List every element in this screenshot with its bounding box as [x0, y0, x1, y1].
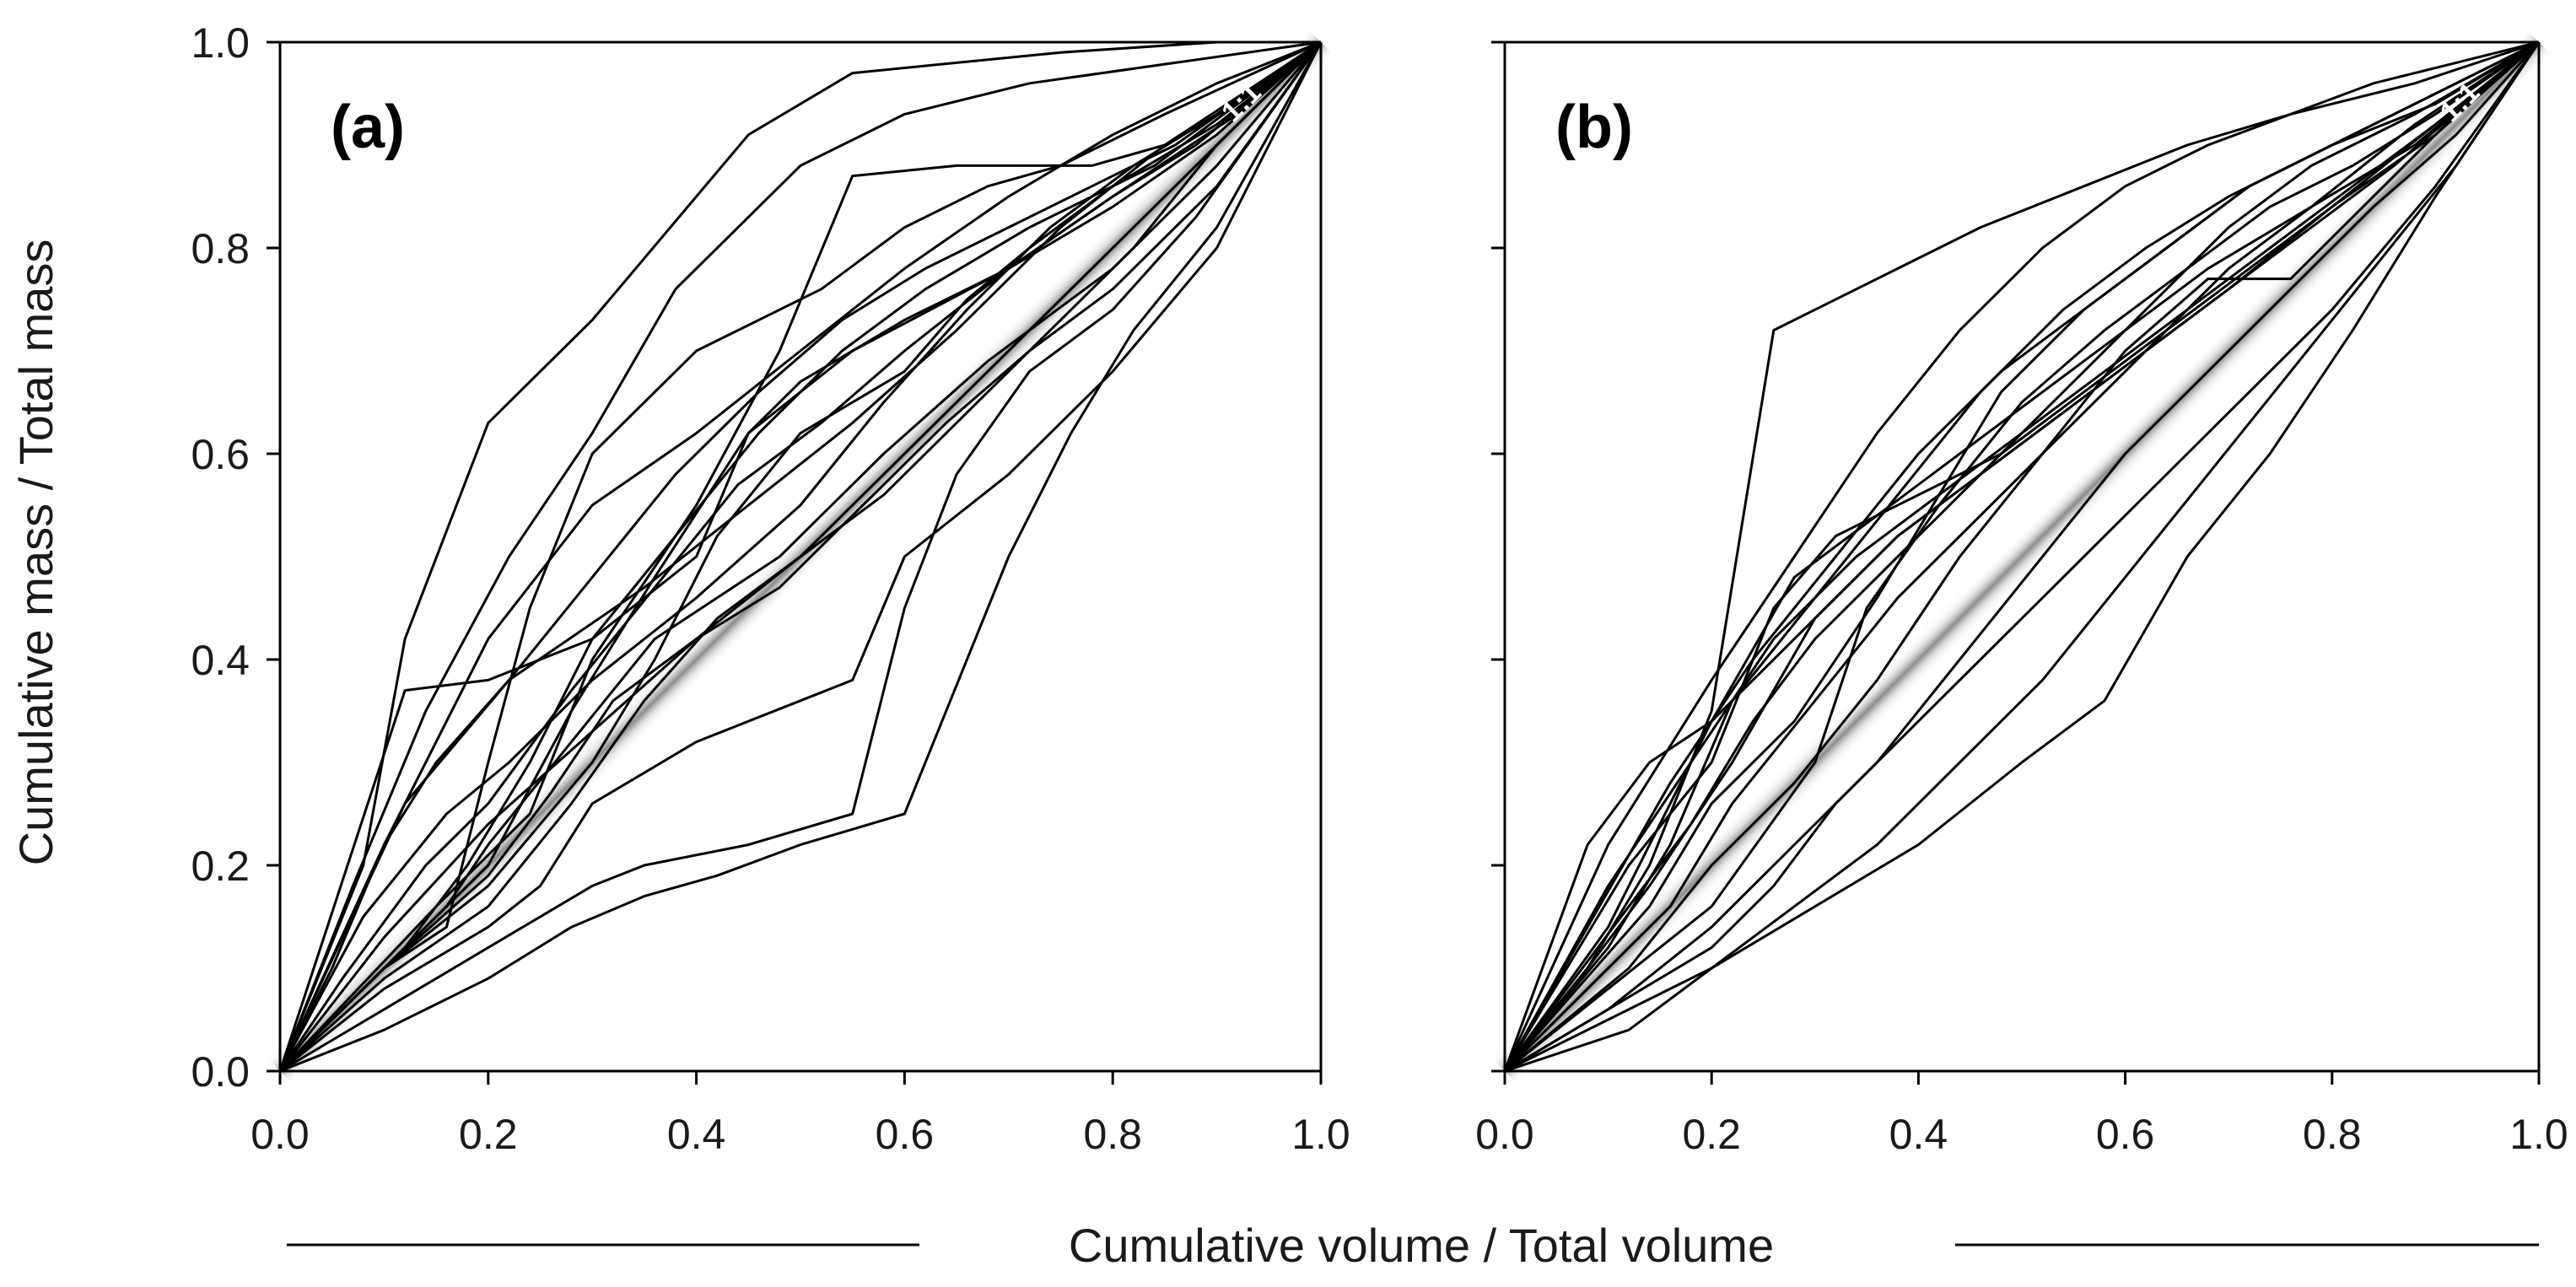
panel-b: 0.0 0.2 0.4 0.6 0.8 1.0 (b) 1:1 — [1475, 29, 2568, 1158]
curves-b — [1503, 40, 2541, 1073]
series-line-a16 — [278, 40, 1322, 1073]
y-tick-label: 1.0 — [191, 19, 250, 67]
axes-frame-a — [278, 40, 1323, 1073]
series-line-a11 — [279, 41, 1323, 1073]
series-line-a13 — [279, 41, 1323, 1073]
series-line-b16 — [1504, 41, 2541, 1073]
series-line-b17 — [1503, 40, 2540, 1072]
series-line-a20 — [278, 40, 1322, 1072]
x-tick-label: 0.0 — [1475, 1111, 1534, 1158]
panel-a: 0.0 0.2 0.4 0.6 0.8 1.0 0.0 0.2 0.4 0.6 0.8 1.0 (a)… — [191, 19, 1350, 1158]
x-tick-label: 0.8 — [1083, 1111, 1142, 1158]
x-tick-label: 0.2 — [459, 1111, 518, 1158]
series-line-b13 — [1504, 41, 2541, 1073]
series-line-b4 — [1504, 40, 2540, 1073]
series-line-b15 — [1503, 40, 2540, 1072]
series-line-a18 — [278, 40, 1322, 1072]
x-tick-label: 0.8 — [2303, 1111, 2362, 1158]
ticks-b: 0.0 0.2 0.4 0.6 0.8 1.0 — [1475, 40, 2568, 1158]
x-tick-label: 0.4 — [667, 1111, 726, 1158]
x-tick-label: 0.2 — [1682, 1111, 1741, 1158]
series-line-a19 — [278, 41, 1323, 1073]
x-axis-title: Cumulative volume / Total volume — [1069, 1219, 1774, 1272]
series-line-b8 — [1503, 40, 2540, 1072]
x-tick-label: 0.4 — [1889, 1111, 1948, 1158]
series-line-b18 — [1503, 40, 2540, 1073]
series-line-a7 — [278, 40, 1322, 1072]
y-tick-label: 0.2 — [191, 843, 250, 890]
x-tick-label: 0.0 — [251, 1111, 310, 1158]
y-tick-label: 0.0 — [191, 1048, 250, 1096]
y-tick-label: 0.4 — [191, 637, 250, 684]
panel-label-a: (a) — [331, 94, 405, 161]
series-line-a10 — [279, 41, 1323, 1073]
x-tick-label: 1.0 — [2509, 1111, 2568, 1158]
series-line-a17 — [279, 40, 1323, 1073]
x-tick-label: 1.0 — [1291, 1111, 1350, 1158]
axes-frame-b — [1503, 40, 2541, 1073]
x-tick-label: 0.6 — [2096, 1111, 2155, 1158]
series-line-b2 — [1503, 40, 2540, 1072]
y-axis-title: Cumulative mass / Total mass — [9, 240, 62, 866]
panel-label-b: (b) — [1555, 94, 1633, 161]
y-tick-label: 0.6 — [191, 431, 250, 478]
series-line-a3 — [278, 40, 1322, 1072]
curves-a — [278, 40, 1323, 1073]
y-tick-label: 0.8 — [191, 225, 250, 272]
series-line-b11 — [1504, 41, 2541, 1073]
series-line-a2 — [278, 40, 1322, 1072]
ticks-a: 0.0 0.2 0.4 0.6 0.8 1.0 0.0 0.2 0.4 0.6 0.8 1.0 — [191, 19, 1350, 1158]
x-tick-label: 0.6 — [876, 1111, 935, 1158]
